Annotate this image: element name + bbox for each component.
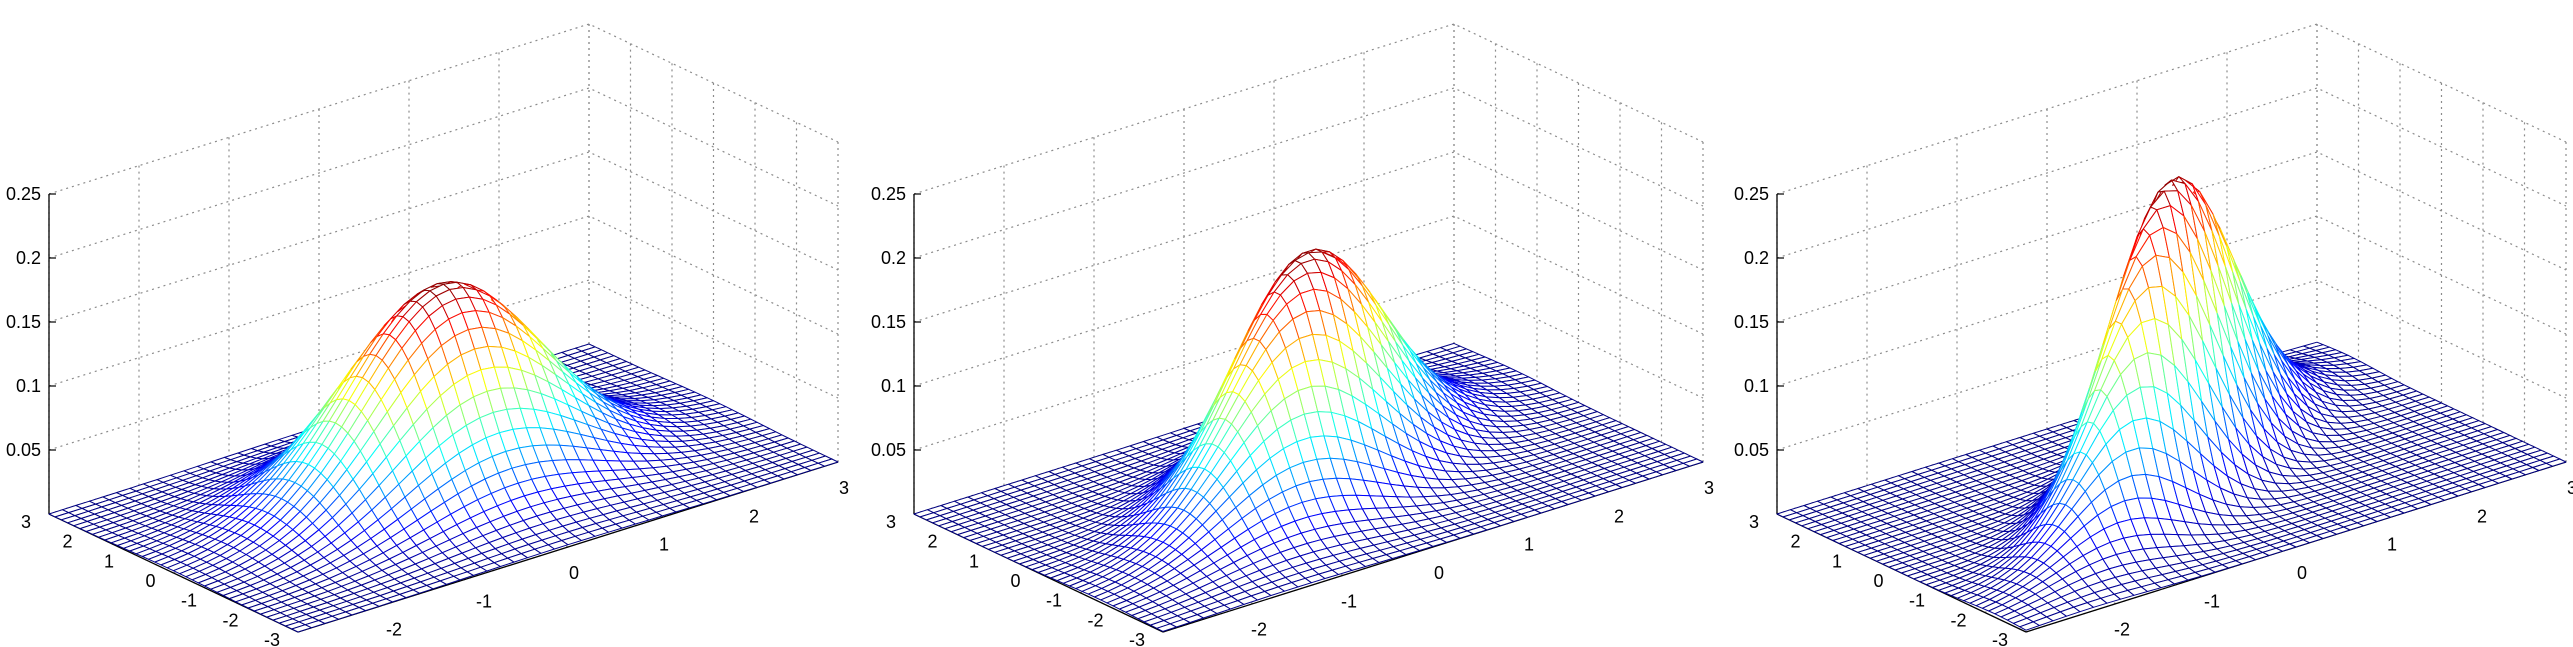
z-tick-label: 0.25 <box>1734 184 1769 204</box>
x-tick-label: -1 <box>2204 591 2220 611</box>
x-tick-label: 1 <box>2387 535 2397 555</box>
x-tick-label: -2 <box>386 620 402 640</box>
x-tick-label: 3 <box>2567 478 2573 498</box>
z-tick-label: 0.15 <box>871 312 906 332</box>
y-tick-label: -2 <box>1950 610 1966 630</box>
z-tick-label: 0.15 <box>1734 312 1769 332</box>
x-tick-label: -1 <box>476 591 492 611</box>
y-tick-label: -1 <box>181 591 197 611</box>
z-tick-label: 0.05 <box>6 440 41 460</box>
y-tick-label: -1 <box>1046 591 1062 611</box>
y-tick-label: 1 <box>104 551 114 571</box>
x-tick-label: 0 <box>1434 563 1444 583</box>
x-tick-label: 2 <box>749 506 759 526</box>
x-tick-label: 1 <box>1524 535 1534 555</box>
x-tick-label: 0 <box>569 563 579 583</box>
y-tick-label: 3 <box>886 512 896 532</box>
y-tick-label: 3 <box>1749 512 1759 532</box>
wall-grid-line <box>913 87 1704 259</box>
x-tick-label: -2 <box>1251 620 1267 640</box>
y-tick-label: 3 <box>21 512 31 532</box>
z-tick-label: 0.2 <box>16 248 41 268</box>
z-tick-label: 0.05 <box>1734 440 1769 460</box>
y-tick-label: -2 <box>1087 610 1103 630</box>
y-tick-label: 1 <box>1832 551 1842 571</box>
x-tick-label: 2 <box>1614 506 1624 526</box>
y-tick-label: -3 <box>1992 630 2008 647</box>
z-tick-label: 0.2 <box>881 248 906 268</box>
y-tick-label: 2 <box>62 532 72 552</box>
surface-mesh <box>1776 176 2567 631</box>
y-tick-label: -2 <box>222 610 238 630</box>
z-tick-label: 0.2 <box>1744 248 1769 268</box>
x-tick-label: 3 <box>839 478 849 498</box>
x-tick-label: 2 <box>2477 506 2487 526</box>
x-tick-label: -2 <box>2114 620 2130 640</box>
x-tick-label: -1 <box>1341 591 1357 611</box>
y-tick-label: 0 <box>1010 571 1020 591</box>
x-tick-label: 1 <box>659 535 669 555</box>
z-tick-label: 0.1 <box>881 376 906 396</box>
y-tick-label: 2 <box>1790 532 1800 552</box>
y-tick-label: 0 <box>145 571 155 591</box>
wall-grid-line <box>913 23 1704 195</box>
z-tick-label: 0.05 <box>871 440 906 460</box>
z-tick-label: 0.25 <box>871 184 906 204</box>
z-tick-label: 0.25 <box>6 184 41 204</box>
y-tick-label: 1 <box>969 551 979 571</box>
wall-grid-line <box>48 87 839 259</box>
surface-mesh <box>913 248 1704 632</box>
z-tick-label: 0.1 <box>1744 376 1769 396</box>
x-tick-label: 3 <box>1704 478 1714 498</box>
y-tick-label: -3 <box>1129 630 1145 647</box>
wall-grid-line <box>48 23 839 195</box>
x-tick-label: 0 <box>2297 563 2307 583</box>
y-tick-label: -3 <box>264 630 280 647</box>
y-tick-label: -1 <box>1909 591 1925 611</box>
y-tick-label: 0 <box>1873 571 1883 591</box>
wall-grid-line <box>1776 23 2567 195</box>
z-tick-label: 0.1 <box>16 376 41 396</box>
y-tick-label: 2 <box>927 532 937 552</box>
z-tick-label: 0.15 <box>6 312 41 332</box>
surface-mesh <box>48 281 839 633</box>
